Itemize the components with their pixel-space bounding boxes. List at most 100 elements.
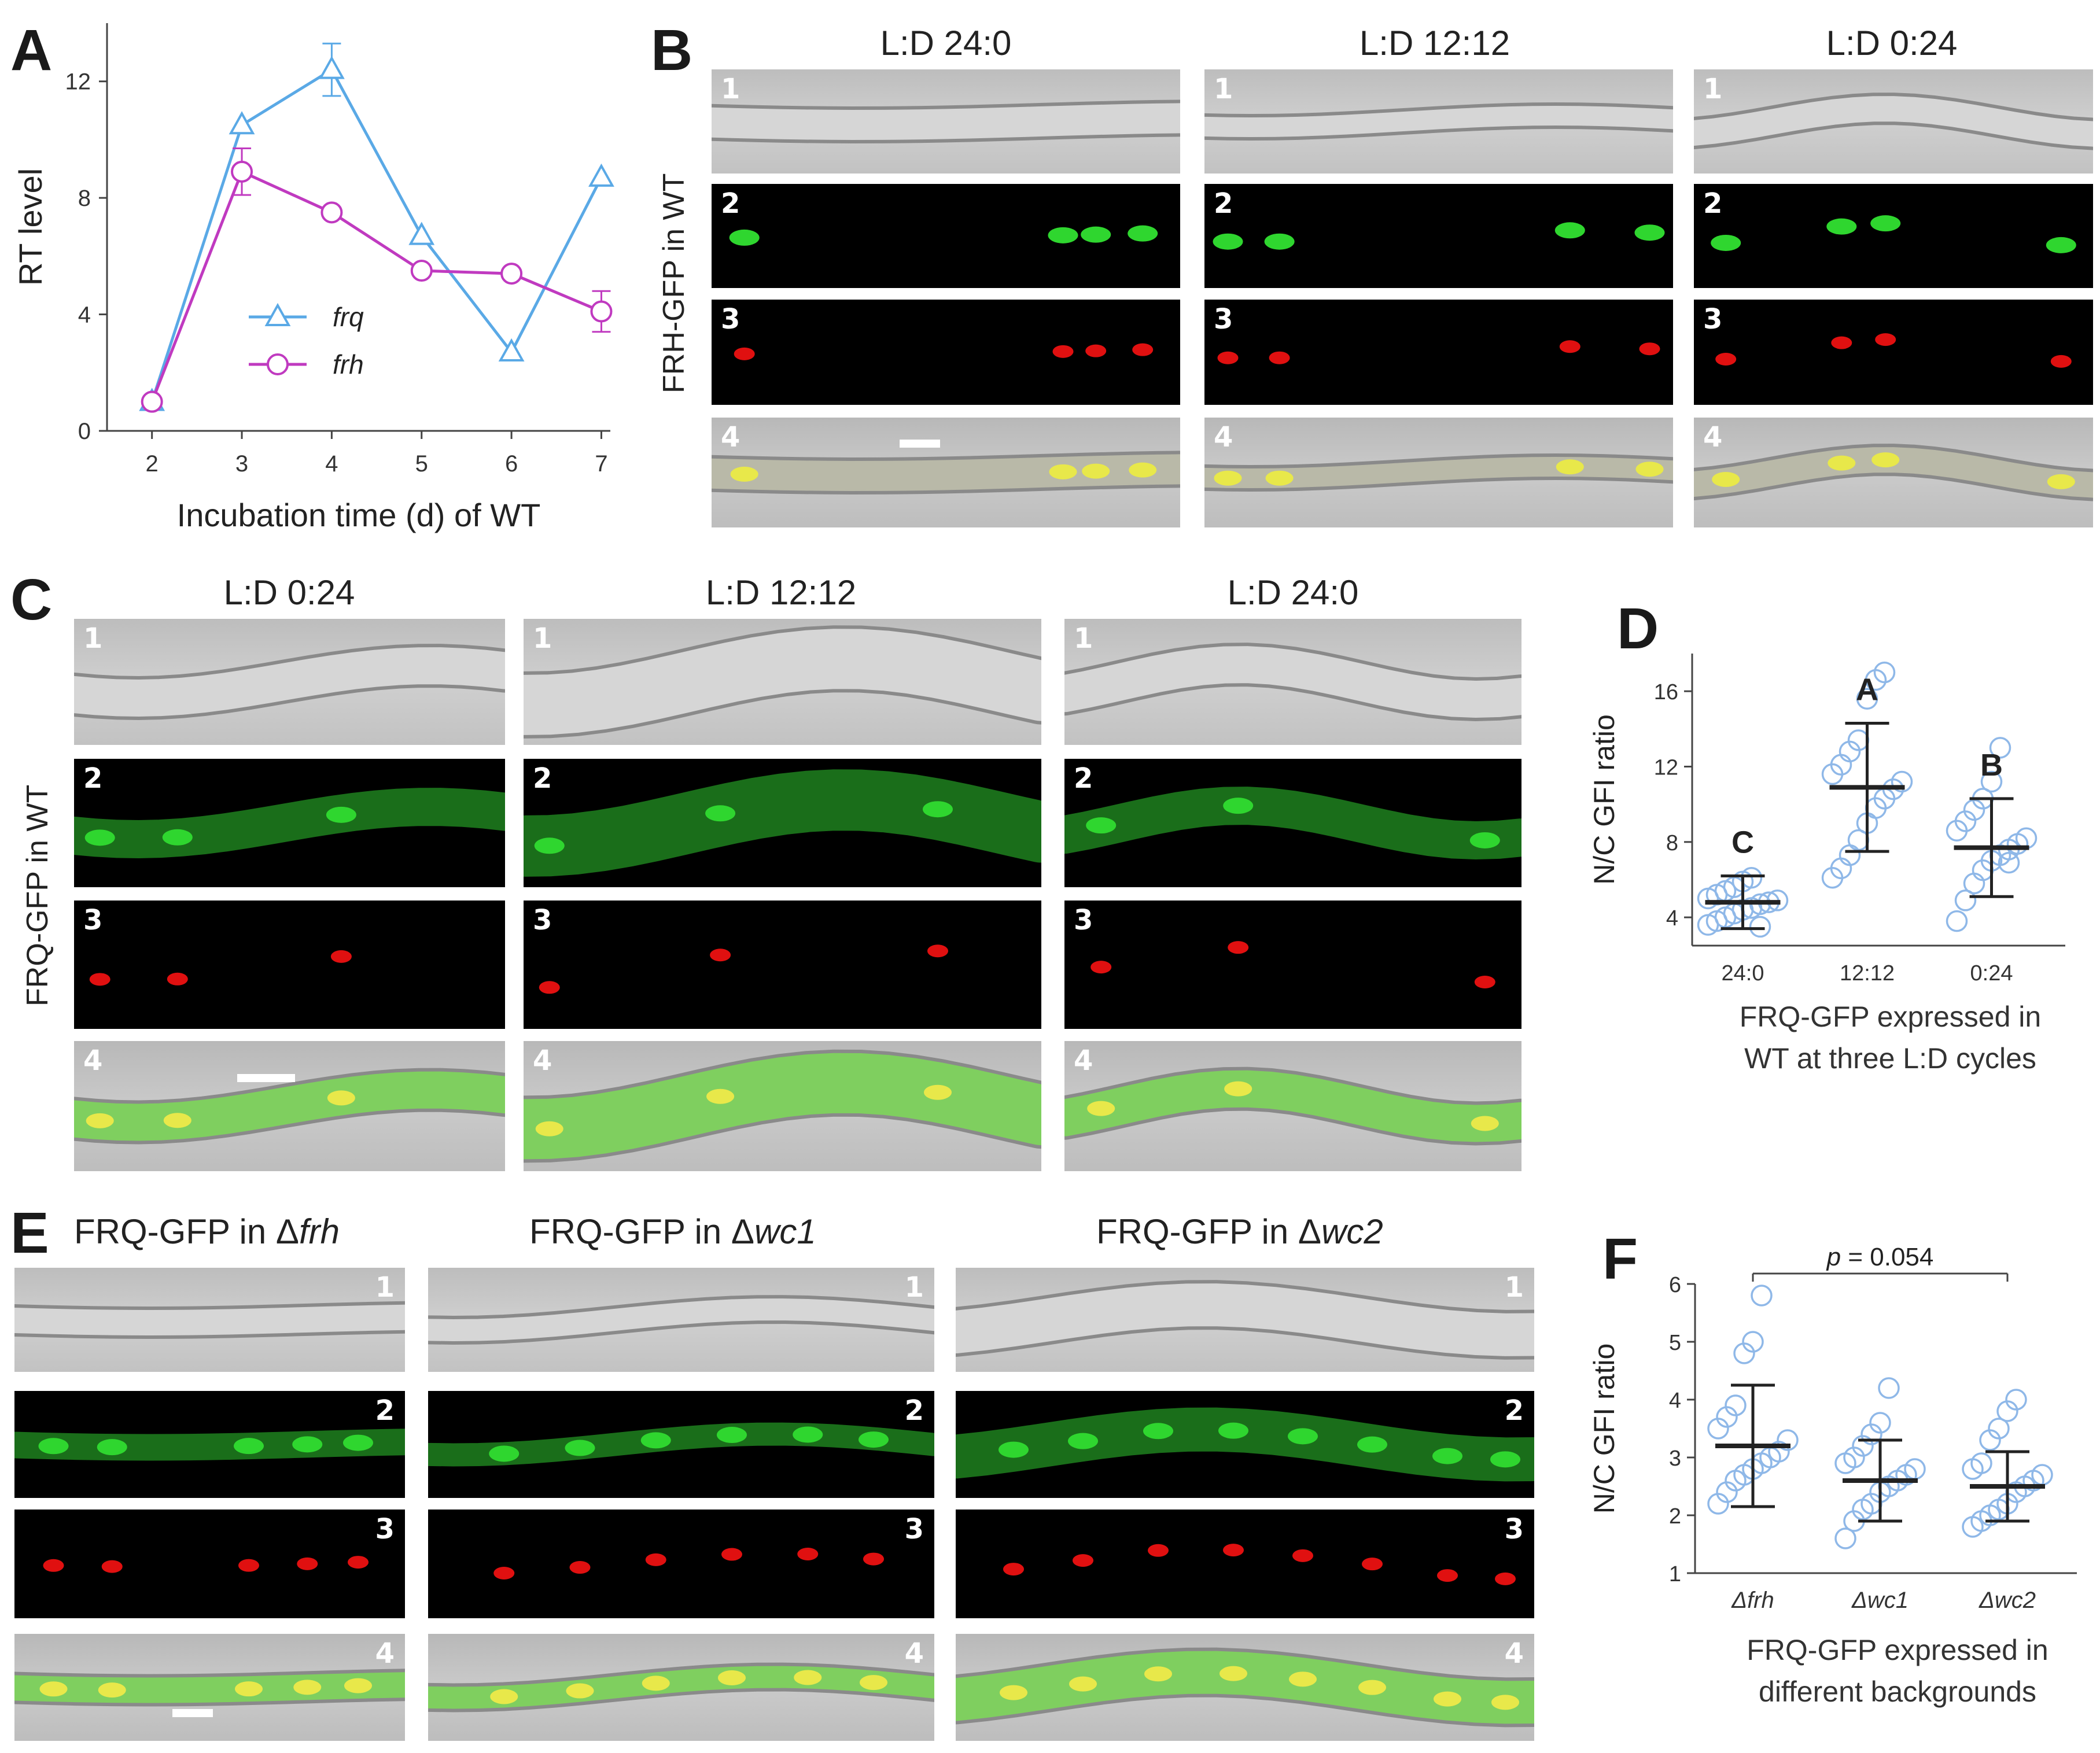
gfp-nucleus	[999, 1441, 1029, 1458]
data-point-frh	[590, 300, 613, 323]
image-row-number: 2	[1703, 187, 1723, 220]
y-axis-label: N/C GFI ratio	[1588, 714, 1620, 884]
data-point	[1777, 1429, 1799, 1451]
merged-nucleus	[1000, 1685, 1027, 1700]
panel-e-image-c1-r1: 1	[14, 1268, 405, 1372]
rfp-nucleus	[1269, 351, 1290, 364]
hypha-body	[74, 1071, 505, 1141]
rfp-nucleus	[1639, 342, 1660, 356]
gfp-nucleus	[1870, 215, 1901, 232]
rfp-nucleus	[1228, 941, 1249, 954]
hypha-body	[14, 1304, 405, 1335]
rfp-nucleus	[1474, 975, 1495, 988]
y-tick-label: 0	[78, 419, 91, 444]
gfp-nucleus	[84, 829, 115, 846]
hypha-cytoplasm	[74, 788, 505, 858]
y-tick-label: 8	[78, 186, 91, 211]
merged-nucleus	[1129, 462, 1157, 478]
hypha-cytoplasm	[1064, 787, 1521, 860]
panel-e-col-title-3: FRQ-GFP in Δwc2	[1096, 1212, 1383, 1251]
hypha-body	[1064, 1070, 1521, 1142]
gfp-nucleus	[534, 837, 565, 854]
micrograph-art	[524, 1049, 1041, 1163]
panel-e-image-c3-r3: 3	[956, 1510, 1534, 1618]
hypha-body	[712, 454, 1180, 491]
x-tick-label: 2	[146, 451, 159, 477]
merged-nucleus	[344, 1678, 372, 1693]
panel-letter-e: E	[10, 1201, 49, 1265]
legend-marker-frq	[264, 302, 291, 326]
image-row-number: 1	[721, 73, 740, 105]
data-point-frq	[408, 222, 435, 245]
rfp-nucleus	[710, 949, 731, 962]
panel-b-image-c1-r2: 2	[712, 184, 1180, 288]
gfp-nucleus	[97, 1439, 127, 1456]
significance-letter: C	[1731, 825, 1754, 859]
gfp-nucleus	[640, 1432, 671, 1449]
panel-c-image-c2-r3: 3	[524, 901, 1041, 1029]
image-row-number: 3	[1504, 1513, 1524, 1545]
rfp-nucleus	[734, 347, 755, 360]
data-point-frh	[141, 390, 163, 413]
gfp-nucleus	[1143, 1423, 1173, 1440]
gfp-nucleus	[717, 1427, 747, 1444]
micrograph-art	[734, 343, 1154, 360]
image-row-number: 3	[1703, 303, 1723, 335]
data-point	[1878, 1377, 1900, 1399]
merged-nucleus	[1082, 463, 1110, 479]
merged-nucleus	[2047, 474, 2075, 489]
panel-b-col-title-2: L:D 12:12	[1359, 24, 1510, 62]
panel-b-image-c3-r2: 2	[1694, 184, 2093, 288]
image-row-number: 3	[375, 1513, 395, 1545]
gfp-nucleus	[489, 1445, 520, 1462]
image-row-number: 3	[83, 904, 103, 936]
y-axis-label: RT level	[12, 168, 49, 286]
y-tick-label: 12	[65, 69, 91, 95]
panel-letter-b: B	[651, 18, 693, 83]
panel-e-image-c1-r3: 3	[14, 1510, 405, 1618]
micrograph-art	[712, 99, 1180, 143]
merged-nucleus	[1491, 1695, 1519, 1710]
y-tick-label: 16	[1654, 680, 1678, 704]
scale-bar	[172, 1709, 213, 1717]
panel-c-image-c2-r4: 4	[524, 1041, 1041, 1171]
data-point	[1989, 737, 2011, 759]
hypha-body	[1064, 646, 1521, 718]
caption-line-2: WT at three L:D cycles	[1744, 1042, 2036, 1075]
data-point-frq	[318, 56, 345, 79]
merged-nucleus	[1556, 459, 1584, 475]
y-tick-label: 2	[1669, 1504, 1681, 1529]
data-point	[1856, 688, 1878, 710]
y-tick-label: 4	[78, 302, 91, 328]
rfp-nucleus	[1073, 1554, 1093, 1567]
gfp-nucleus	[234, 1438, 264, 1455]
merged-nucleus	[924, 1084, 952, 1100]
data-point	[1873, 661, 1896, 684]
gfp-nucleus	[705, 805, 736, 822]
data-point-frq	[588, 163, 614, 187]
gfp-nucleus	[1218, 1422, 1248, 1439]
data-point	[1980, 770, 2003, 793]
image-row-number: 2	[721, 187, 740, 220]
merged-nucleus	[39, 1681, 68, 1697]
panel-c-image-c3-r2: 2	[1064, 759, 1521, 887]
panel-b-image-c1-r4: 4	[712, 418, 1180, 527]
image-row-number: 1	[1074, 622, 1093, 655]
panel-b-image-c2-r1: 1	[1204, 69, 1673, 174]
rfp-nucleus	[1362, 1558, 1383, 1571]
series-line-frh	[150, 169, 602, 403]
data-point-frq	[498, 338, 525, 362]
rfp-nucleus	[569, 1561, 591, 1574]
scale-bar	[900, 440, 940, 448]
micrograph-art	[1694, 444, 2093, 501]
chart-a: 0 4 8 12 2 3 4 5 6 7 Incubation time (d) of WT RT l…	[12, 23, 614, 533]
rfp-nucleus	[2050, 355, 2072, 368]
micrograph-art	[1064, 643, 1521, 722]
panel-c-image-c2-r1: 1	[524, 619, 1041, 745]
data-point	[1998, 851, 2020, 874]
micrograph-art	[539, 944, 948, 994]
gfp-nucleus	[1264, 233, 1295, 250]
merged-nucleus	[1434, 1691, 1461, 1707]
data-point	[1954, 810, 1977, 832]
data-point	[1742, 1331, 1764, 1353]
